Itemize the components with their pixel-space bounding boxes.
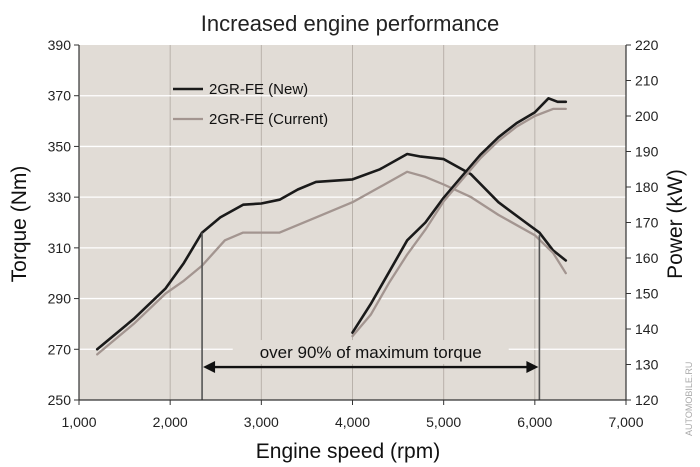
annotation-text: over 90% of maximum torque xyxy=(260,343,482,362)
x-tick-label: 4,000 xyxy=(335,414,370,430)
y-left-tick-label: 390 xyxy=(48,37,72,53)
y-right-tick-label: 200 xyxy=(635,108,659,124)
y-right-tick-label: 140 xyxy=(635,321,659,337)
y-right-tick-label: 180 xyxy=(635,179,659,195)
y-right-tick-label: 120 xyxy=(635,392,659,408)
y-left-tick-label: 310 xyxy=(48,240,72,256)
x-tick-label: 6,000 xyxy=(517,414,552,430)
y-axis-right-label: Power (kW) xyxy=(664,169,687,279)
y-right-tick-label: 210 xyxy=(635,73,659,89)
legend: 2GR-FE (New) 2GR-FE (Current) xyxy=(173,81,328,128)
y-right-tick-label: 150 xyxy=(635,286,659,302)
y-axis-left-label: Torque (Nm) xyxy=(8,166,31,283)
x-tick-label: 3,000 xyxy=(244,414,279,430)
annotation-arrowhead-right xyxy=(526,361,539,374)
annotation-arrowhead-left xyxy=(203,361,216,374)
y-left-tick-label: 370 xyxy=(48,88,72,104)
axes: 1,000 2,000 3,000 4,000 5,000 6,000 7,000 250 27… xyxy=(48,37,659,430)
y-right-tick-label: 160 xyxy=(635,250,659,266)
x-tick-label: 7,000 xyxy=(608,414,643,430)
series-line-power-current xyxy=(351,107,567,338)
y-left-tick-label: 350 xyxy=(48,138,72,154)
x-axis-label: Engine speed (rpm) xyxy=(256,440,440,463)
series-lines xyxy=(95,97,568,356)
annotation-text-backdrop xyxy=(232,340,509,365)
y-right-tick-label: 130 xyxy=(635,357,659,373)
y-left-tick-label: 290 xyxy=(48,291,72,307)
y-right-tick-label: 190 xyxy=(635,144,659,160)
x-tick-label: 1,000 xyxy=(61,414,96,430)
torque-annotation: over 90% of maximum torque xyxy=(201,232,541,400)
series-line-torque-new xyxy=(95,152,568,351)
series-line-torque-current xyxy=(96,170,567,356)
legend-label-new: 2GR-FE (New) xyxy=(209,81,308,98)
legend-label-current: 2GR-FE (Current) xyxy=(209,111,328,128)
y-left-tick-label: 270 xyxy=(48,341,72,357)
x-tick-label: 5,000 xyxy=(426,414,461,430)
chart-title: Increased engine performance xyxy=(201,11,499,36)
y-left-tick-label: 250 xyxy=(48,392,72,408)
grid-lines xyxy=(79,45,626,400)
x-tick-label: 2,000 xyxy=(153,414,188,430)
series-line-power-new xyxy=(351,97,568,334)
watermark: AUTOMOBILE.RU xyxy=(684,362,694,436)
y-right-tick-label: 170 xyxy=(635,215,659,231)
y-left-tick-label: 330 xyxy=(48,189,72,205)
y-right-tick-label: 220 xyxy=(635,37,659,53)
